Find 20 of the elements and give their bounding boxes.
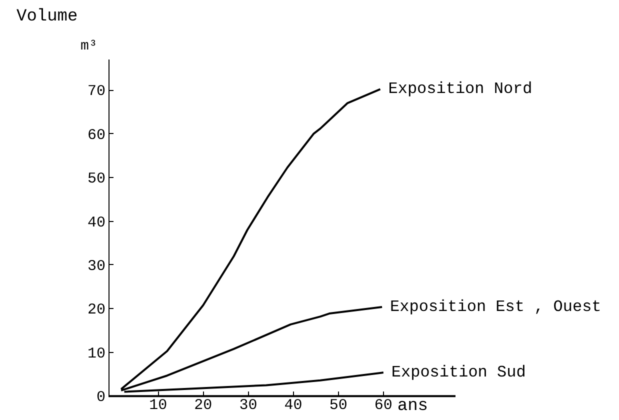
series-label: Exposition Nord xyxy=(388,80,532,98)
y-axis-title: m³ xyxy=(80,38,98,54)
x-tick-label: 40 xyxy=(284,397,302,414)
x-tick-label: 30 xyxy=(239,397,258,414)
y-tick-label: 50 xyxy=(87,170,106,188)
series-label: Exposition Est , Ouest xyxy=(390,298,602,316)
y-tick-label: 30 xyxy=(87,258,106,275)
y-tick-label: 40 xyxy=(87,214,106,232)
y-tick-label: 10 xyxy=(87,345,106,362)
x-tick-label: 20 xyxy=(194,397,212,414)
x-tick-label: 50 xyxy=(329,397,348,414)
y-tick-label: 0 xyxy=(96,389,106,406)
series-label: Exposition Sud xyxy=(391,364,526,382)
x-axis-title: ans xyxy=(397,397,428,416)
y-tick-label: 20 xyxy=(87,302,106,319)
y-tick-label: 60 xyxy=(87,126,106,144)
x-tick-label: 60 xyxy=(374,397,392,414)
chart-title: Volume xyxy=(16,8,78,26)
y-tick-label: 70 xyxy=(87,83,106,100)
x-tick-label: 10 xyxy=(149,397,168,414)
